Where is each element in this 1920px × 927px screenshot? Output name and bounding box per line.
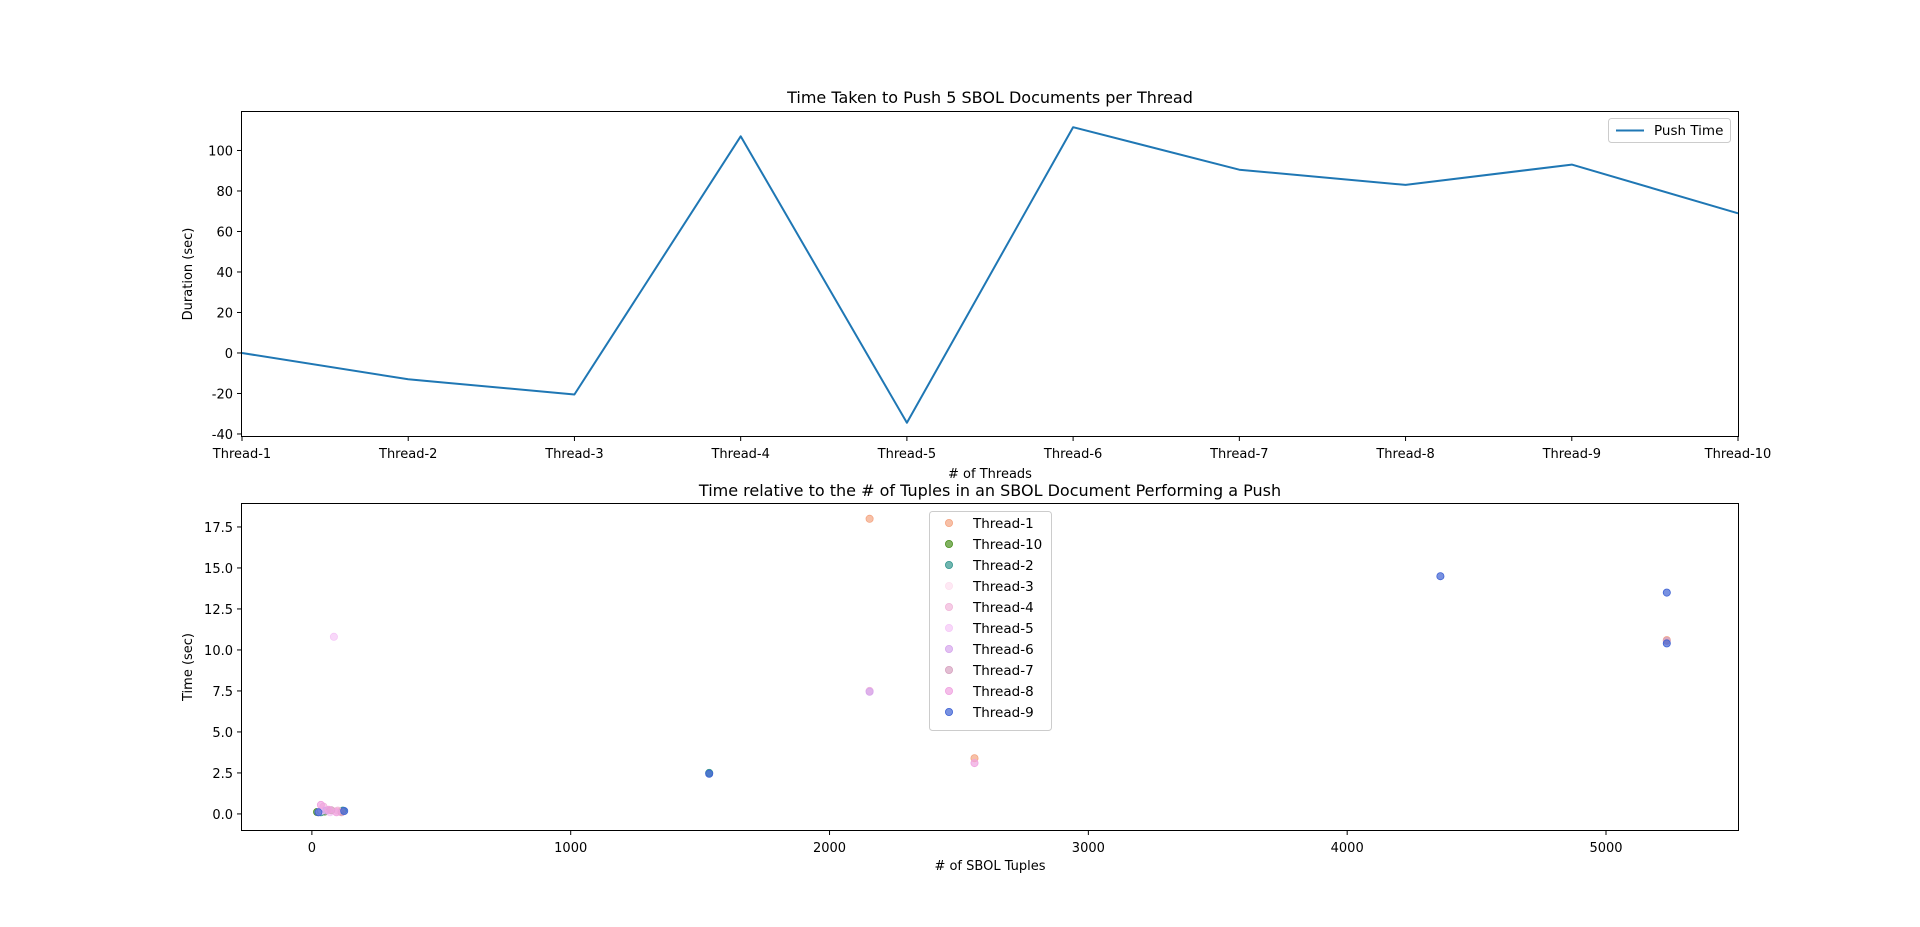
legend-label: Thread-3 xyxy=(972,579,1034,595)
scatter-chart-plot-area xyxy=(241,503,1739,831)
data-point-thread-5 xyxy=(329,632,338,641)
line-chart-series xyxy=(241,126,1739,424)
line-chart-title: Time Taken to Push 5 SBOL Documents per … xyxy=(786,88,1193,107)
scatter-chart-y-ticks: 0.0 2.5 5.0 7.5 10.0 12.5 15.0 17.5 xyxy=(204,521,242,823)
scatter-chart-x-ticks: 0 1000 2000 3000 4000 5000 xyxy=(308,830,1623,856)
legend-marker xyxy=(945,603,954,612)
legend-label: Thread-5 xyxy=(972,621,1034,637)
legend-marker xyxy=(945,582,954,591)
line-chart-x-axis-label: # of Threads xyxy=(948,467,1032,482)
y-tick-label: 0.0 xyxy=(212,808,233,823)
y-tick-label: 7.5 xyxy=(212,685,233,700)
x-tick-label: Thread-1 xyxy=(212,447,271,462)
y-tick-label: 80 xyxy=(216,185,233,200)
y-tick-label: 2.5 xyxy=(212,767,233,782)
legend-label: Thread-2 xyxy=(972,558,1034,574)
y-tick-label: 0 xyxy=(225,347,233,362)
x-tick-label: Thread-9 xyxy=(1542,447,1601,462)
data-point-thread-8 xyxy=(324,805,333,814)
data-point-thread-6 xyxy=(865,687,874,696)
data-point-thread-9 xyxy=(1436,572,1445,581)
y-tick-label: 5.0 xyxy=(212,726,233,741)
y-tick-label: 100 xyxy=(208,144,233,159)
x-tick-label: 0 xyxy=(308,841,316,856)
data-point-thread-9 xyxy=(314,808,323,817)
line-chart-y-axis-label: Duration (sec) xyxy=(181,228,196,321)
scatter-chart: Time relative to the # of Tuples in an S… xyxy=(181,481,1739,874)
legend-marker xyxy=(945,666,954,675)
data-point-thread-9 xyxy=(705,769,714,778)
legend-frame xyxy=(929,511,1052,731)
x-tick-label: 1000 xyxy=(554,841,587,856)
legend-label: Thread-1 xyxy=(972,516,1034,532)
legend-label: Thread-8 xyxy=(972,684,1034,700)
y-tick-label: 10.0 xyxy=(204,644,233,659)
y-tick-label: 17.5 xyxy=(204,521,233,536)
y-tick-label: 12.5 xyxy=(204,603,233,618)
data-point-thread-8 xyxy=(332,808,341,817)
scatter-chart-points xyxy=(313,514,1671,817)
legend-label: Thread-7 xyxy=(972,663,1034,679)
y-tick-label: 20 xyxy=(216,306,233,321)
x-tick-label: 5000 xyxy=(1589,841,1622,856)
data-point-thread-9 xyxy=(340,807,349,816)
legend-marker xyxy=(945,519,954,528)
line-chart-y-ticks: -40 -20 0 20 40 60 80 100 xyxy=(208,144,242,443)
x-tick-label: 3000 xyxy=(1072,841,1105,856)
line-chart-legend: Push Time xyxy=(1608,118,1731,143)
legend-marker xyxy=(945,624,954,633)
legend-label: Thread-9 xyxy=(972,705,1034,721)
x-tick-label: Thread-3 xyxy=(544,447,603,462)
legend-label: Push Time xyxy=(1654,123,1723,139)
x-tick-label: Thread-5 xyxy=(877,447,936,462)
x-tick-label: 4000 xyxy=(1331,841,1364,856)
x-tick-label: 2000 xyxy=(813,841,846,856)
scatter-chart-y-axis-label: Time (sec) xyxy=(181,633,196,702)
line-chart: Time Taken to Push 5 SBOL Documents per … xyxy=(181,88,1771,482)
data-point-thread-9 xyxy=(1662,588,1671,597)
y-tick-label: -20 xyxy=(212,387,233,402)
legend-label: Thread-4 xyxy=(972,600,1034,616)
legend-label: Thread-10 xyxy=(972,537,1042,553)
scatter-chart-x-axis-label: # of SBOL Tuples xyxy=(934,859,1045,874)
legend-frame xyxy=(1608,118,1731,143)
y-tick-label: 60 xyxy=(216,225,233,240)
x-tick-label: Thread-10 xyxy=(1704,447,1772,462)
x-tick-label: Thread-4 xyxy=(710,447,769,462)
y-tick-label: 15.0 xyxy=(204,562,233,577)
x-tick-label: Thread-8 xyxy=(1375,447,1434,462)
scatter-chart-legend: Thread-1 Thread-10 Thread-2 Thread-3 Thread-… xyxy=(929,511,1052,731)
legend-marker xyxy=(945,687,954,696)
y-tick-label: 40 xyxy=(216,266,233,281)
legend-label: Thread-6 xyxy=(972,642,1034,658)
x-tick-label: Thread-2 xyxy=(378,447,437,462)
legend-marker xyxy=(945,540,954,549)
x-tick-label: Thread-6 xyxy=(1043,447,1102,462)
data-point-thread-8 xyxy=(316,800,325,809)
data-point-thread-8 xyxy=(970,759,979,768)
legend-marker xyxy=(945,645,954,654)
legend-marker xyxy=(945,708,954,717)
legend-marker xyxy=(945,561,954,570)
line-chart-x-ticks: Thread-1 Thread-2 Thread-3 Thread-4 Thread-5… xyxy=(212,436,1772,462)
data-point-thread-1 xyxy=(865,514,874,523)
scatter-chart-title: Time relative to the # of Tuples in an S… xyxy=(698,481,1281,500)
x-tick-label: Thread-7 xyxy=(1209,447,1268,462)
y-tick-label: -40 xyxy=(212,428,233,443)
series-line-push-time xyxy=(241,126,1739,424)
line-chart-plot-area xyxy=(241,111,1739,437)
data-point-thread-9 xyxy=(1662,639,1671,648)
